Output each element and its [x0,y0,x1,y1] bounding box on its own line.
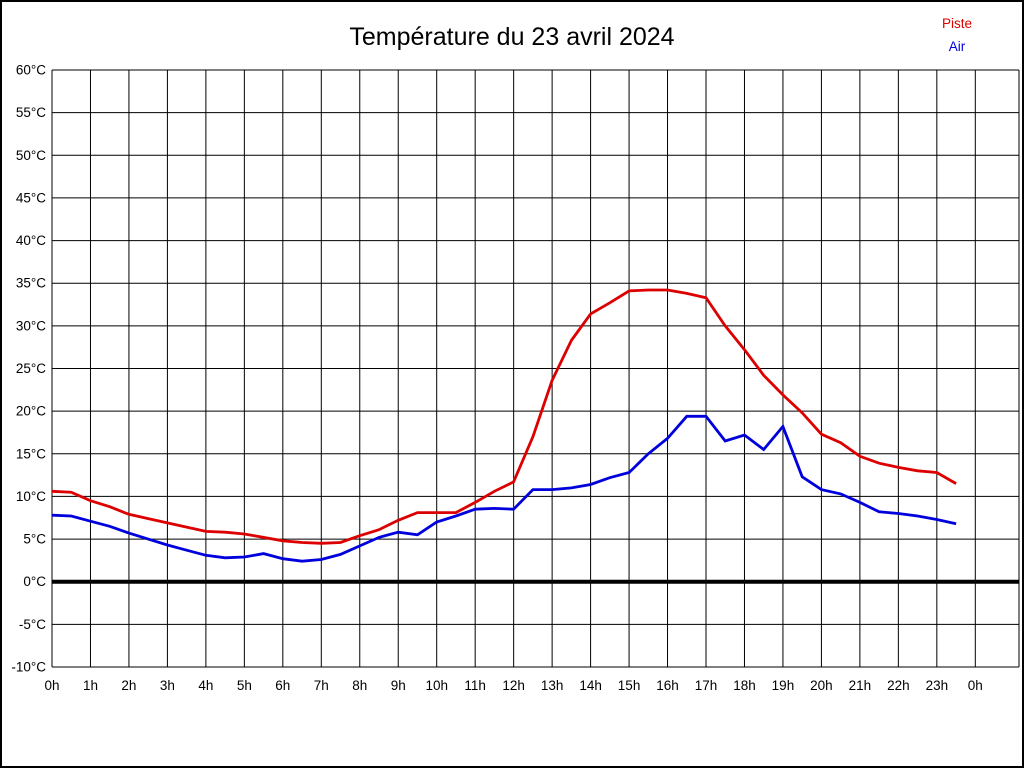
x-axis-tick-label: 8h [352,678,367,693]
chart-legend: Piste Air [922,12,992,58]
y-axis-tick-label: -5°C [19,617,46,632]
x-axis-tick-label: 9h [391,678,406,693]
x-axis-tick-label: 16h [656,678,679,693]
x-axis-tick-label: 22h [887,678,910,693]
x-axis-tick-label: 19h [772,678,795,693]
x-axis-tick-label: 13h [541,678,564,693]
y-axis-tick-label: 60°C [16,63,46,78]
y-axis-tick-label: 30°C [16,318,46,333]
y-axis-tick-label: 45°C [16,190,46,205]
y-axis-tick-label: 35°C [16,276,46,291]
x-axis-tick-label: 15h [618,678,641,693]
y-axis-tick-label: 5°C [23,532,46,547]
chart-title: Température du 23 avril 2024 [349,23,675,51]
series-line-piste [51,288,957,545]
x-axis-tick-label: 10h [425,678,448,693]
x-axis-tick-label: 4h [198,678,213,693]
y-axis-tick-label: 25°C [16,361,46,376]
y-axis-tick-label: 10°C [16,489,46,504]
x-axis-tick-label: 11h [464,678,486,693]
x-axis-tick-label: 23h [926,678,949,693]
x-axis-tick-label: 17h [695,678,718,693]
x-axis-tick-label: 0h [44,678,59,693]
x-axis-tick-label: 5h [237,678,252,693]
x-axis-tick-label: 21h [849,678,872,693]
y-axis-tick-label: 20°C [16,404,46,419]
x-axis-tick-label: 3h [160,678,175,693]
x-axis-tick-label: 20h [810,678,833,693]
x-axis-tick-label: 0h [968,678,983,693]
y-axis-tick-label: 0°C [23,574,46,589]
x-axis-tick-label: 18h [733,678,756,693]
legend-item-air: Air [948,39,966,54]
x-axis-tick-label: 12h [502,678,525,693]
x-axis-tick-label: 6h [275,678,290,693]
y-axis-tick-label: -10°C [11,660,46,675]
y-axis-tick-label: 50°C [16,148,46,163]
y-axis-tick-label: 40°C [16,233,46,248]
x-axis-tick-label: 7h [314,678,329,693]
x-axis-tick-label: 2h [121,678,136,693]
x-axis-tick-label: 1h [83,678,98,693]
x-axis-tick-label: 14h [579,678,602,693]
y-axis-tick-label: 15°C [16,446,46,461]
y-axis-tick-label: 55°C [16,105,46,120]
legend-item-piste: Piste [941,16,972,31]
series-line-air [51,414,957,563]
